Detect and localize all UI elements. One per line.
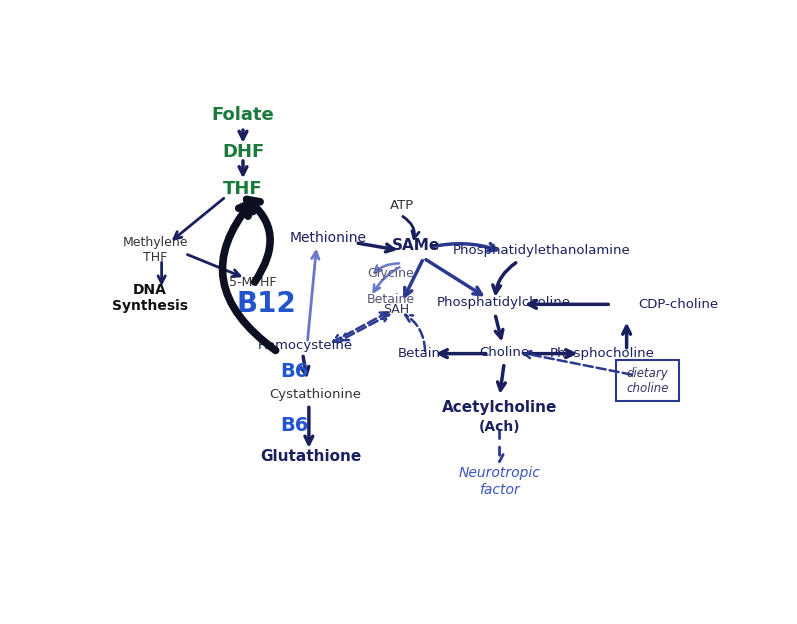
Text: 5-MTHF: 5-MTHF xyxy=(230,276,277,290)
Text: Neurotropic
factor: Neurotropic factor xyxy=(458,466,540,497)
Text: Acetylcholine: Acetylcholine xyxy=(442,400,557,415)
FancyArrowPatch shape xyxy=(247,200,270,282)
Text: B12: B12 xyxy=(237,290,296,318)
Text: Methylene
THF: Methylene THF xyxy=(123,236,188,265)
Text: Phosphocholine: Phosphocholine xyxy=(549,347,654,360)
Text: B6: B6 xyxy=(281,362,309,381)
Text: Betaine: Betaine xyxy=(367,293,415,306)
Text: B6: B6 xyxy=(281,416,309,435)
Text: DHF: DHF xyxy=(222,143,264,161)
Text: Betaine: Betaine xyxy=(398,347,450,360)
Text: Choline: Choline xyxy=(479,346,529,359)
Text: Phosphatidylcholine: Phosphatidylcholine xyxy=(438,296,571,308)
Text: SAMe: SAMe xyxy=(391,238,440,253)
Text: THF: THF xyxy=(223,180,263,198)
Text: dietary
choline: dietary choline xyxy=(626,366,669,394)
Text: DNA
Synthesis: DNA Synthesis xyxy=(112,283,188,313)
FancyArrowPatch shape xyxy=(222,203,276,351)
Text: Cystathionine: Cystathionine xyxy=(269,388,361,401)
Text: Homocysteine: Homocysteine xyxy=(257,339,352,353)
Text: CDP-choline: CDP-choline xyxy=(638,298,718,311)
Text: Folate: Folate xyxy=(212,106,274,124)
Text: Phosphatidylethanolamine: Phosphatidylethanolamine xyxy=(453,244,630,257)
Text: SAH: SAH xyxy=(383,303,410,316)
Text: Glutathione: Glutathione xyxy=(260,449,361,464)
Text: Methionine: Methionine xyxy=(290,231,367,245)
FancyBboxPatch shape xyxy=(616,360,679,401)
Text: (Ach): (Ach) xyxy=(479,420,520,434)
Text: ATP: ATP xyxy=(390,199,414,212)
Text: Glycine: Glycine xyxy=(367,267,414,280)
